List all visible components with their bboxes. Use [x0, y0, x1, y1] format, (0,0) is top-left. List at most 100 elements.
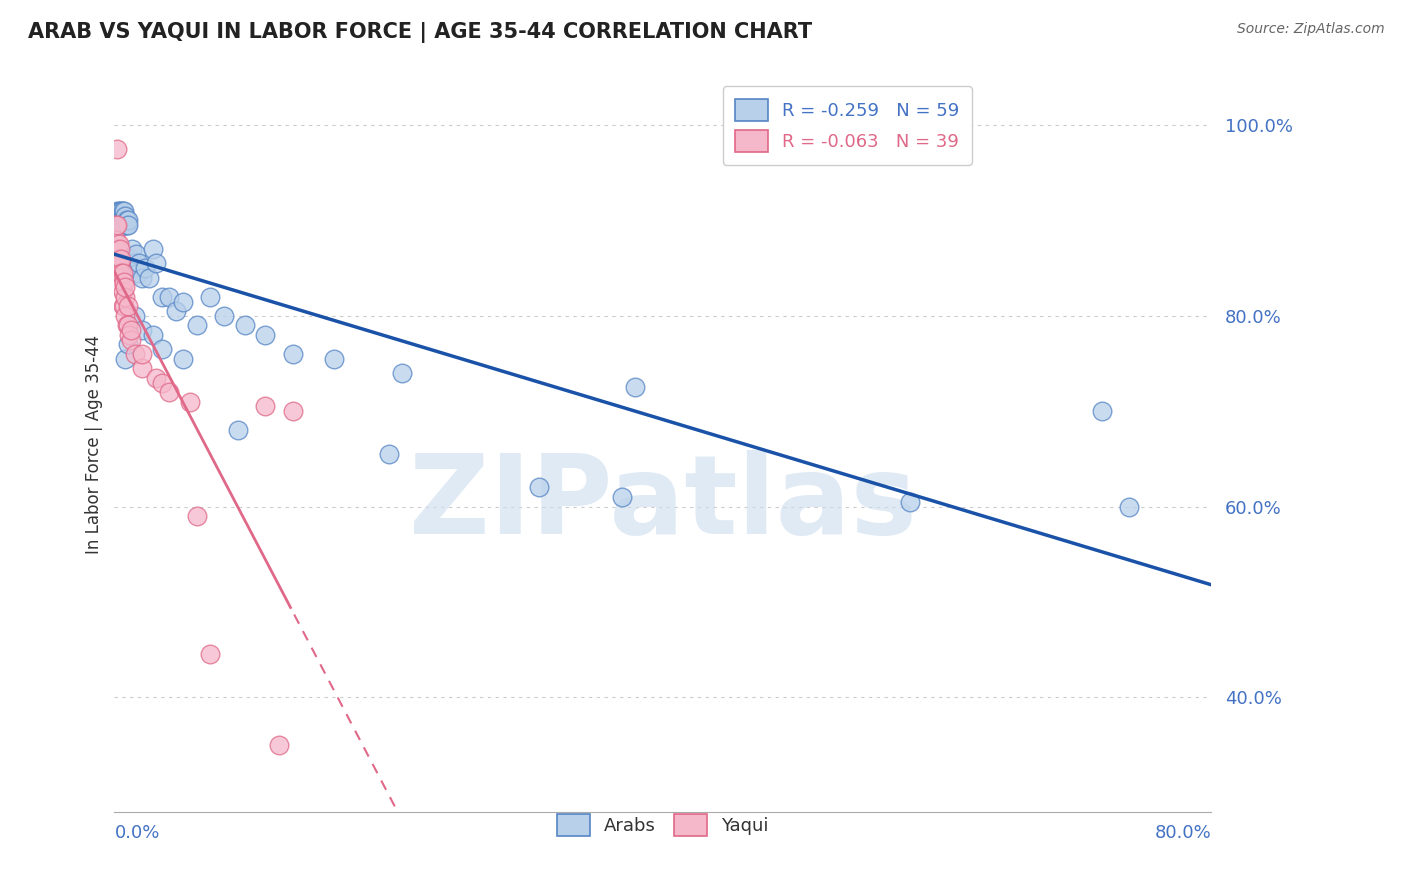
Point: [145, 256, 167, 270]
Point: [179, 394, 201, 409]
Point: [111, 285, 134, 299]
Text: 80.0%: 80.0%: [1154, 824, 1212, 842]
Text: Source: ZipAtlas.com: Source: ZipAtlas.com: [1237, 22, 1385, 37]
Point: [131, 347, 153, 361]
Point: [117, 299, 139, 313]
Text: 0.0%: 0.0%: [114, 824, 160, 842]
Point: [117, 318, 139, 333]
Point: [108, 242, 131, 256]
Point: [108, 213, 131, 227]
Point: [117, 219, 139, 233]
Point: [105, 242, 128, 256]
Point: [112, 213, 135, 227]
Point: [107, 219, 129, 233]
Point: [117, 337, 139, 351]
Point: [111, 209, 134, 223]
Point: [142, 242, 165, 256]
Point: [186, 318, 208, 333]
Point: [125, 247, 148, 261]
Point: [112, 219, 135, 233]
Point: [120, 323, 142, 337]
Point: [233, 318, 256, 333]
Point: [124, 261, 146, 276]
Point: [254, 400, 277, 414]
Point: [112, 276, 135, 290]
Point: [1091, 404, 1114, 418]
Point: [254, 327, 277, 342]
Point: [624, 380, 647, 394]
Point: [529, 481, 551, 495]
Point: [152, 290, 174, 304]
Point: [377, 447, 399, 461]
Point: [131, 361, 153, 376]
Point: [115, 318, 138, 333]
Point: [226, 423, 249, 437]
Point: [107, 213, 129, 227]
Point: [114, 219, 136, 233]
Point: [172, 351, 194, 366]
Point: [107, 261, 129, 276]
Point: [104, 233, 127, 247]
Point: [107, 209, 129, 223]
Point: [152, 376, 174, 390]
Point: [115, 213, 138, 227]
Point: [322, 351, 344, 366]
Point: [138, 270, 160, 285]
Point: [112, 299, 135, 313]
Point: [112, 203, 135, 218]
Point: [111, 213, 134, 227]
Legend: Arabs, Yaqui: Arabs, Yaqui: [550, 806, 776, 843]
Point: [1118, 500, 1140, 514]
Point: [121, 242, 143, 256]
Point: [110, 280, 132, 294]
Point: [112, 209, 135, 223]
Point: [104, 209, 127, 223]
Point: [110, 213, 132, 227]
Point: [391, 366, 413, 380]
Point: [110, 266, 132, 280]
Point: [118, 327, 141, 342]
Point: [114, 290, 136, 304]
Point: [118, 252, 141, 266]
Point: [281, 404, 304, 418]
Point: [111, 299, 134, 313]
Point: [165, 304, 187, 318]
Point: [200, 290, 222, 304]
Point: [124, 309, 146, 323]
Point: [128, 256, 150, 270]
Point: [111, 203, 134, 218]
Point: [134, 261, 156, 276]
Text: ZIPatlas: ZIPatlas: [409, 450, 917, 557]
Point: [108, 219, 131, 233]
Point: [107, 252, 129, 266]
Point: [114, 209, 136, 223]
Point: [111, 266, 134, 280]
Point: [114, 213, 136, 227]
Point: [111, 219, 134, 233]
Point: [105, 219, 128, 233]
Point: [186, 509, 208, 524]
Point: [131, 323, 153, 337]
Y-axis label: In Labor Force | Age 35-44: In Labor Force | Age 35-44: [86, 335, 103, 554]
Point: [142, 327, 165, 342]
Point: [108, 256, 131, 270]
Point: [145, 371, 167, 385]
Text: ARAB VS YAQUI IN LABOR FORCE | AGE 35-44 CORRELATION CHART: ARAB VS YAQUI IN LABOR FORCE | AGE 35-44…: [28, 22, 813, 44]
Point: [172, 294, 194, 309]
Point: [127, 266, 149, 280]
Point: [152, 343, 174, 357]
Point: [110, 219, 132, 233]
Point: [111, 219, 134, 233]
Point: [110, 209, 132, 223]
Point: [107, 203, 129, 218]
Point: [114, 309, 136, 323]
Point: [110, 203, 132, 218]
Point: [110, 252, 132, 266]
Point: [120, 333, 142, 347]
Point: [122, 256, 145, 270]
Point: [157, 290, 180, 304]
Point: [105, 252, 128, 266]
Point: [114, 280, 136, 294]
Point: [124, 347, 146, 361]
Point: [610, 490, 633, 504]
